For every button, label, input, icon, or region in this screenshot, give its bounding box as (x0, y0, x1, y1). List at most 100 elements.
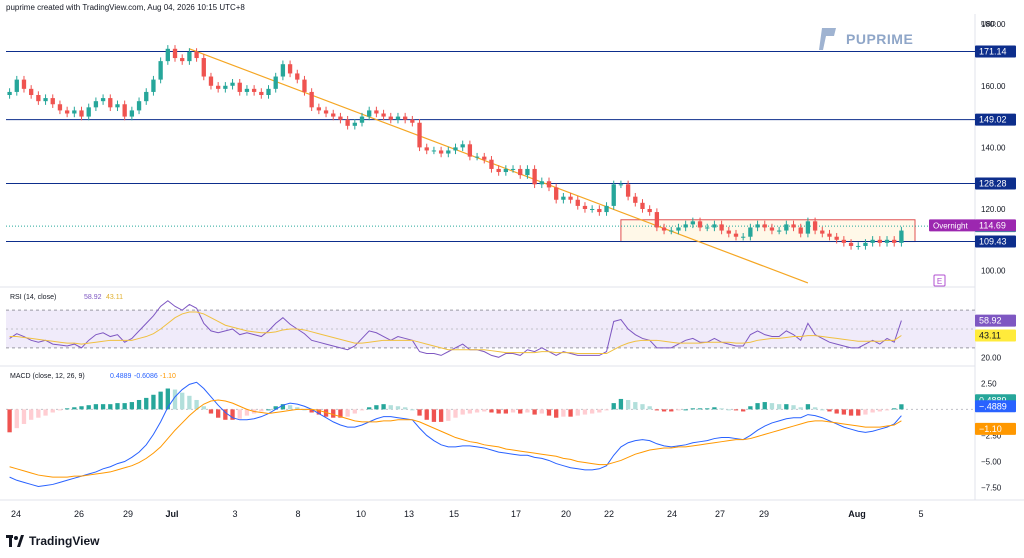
candle-body (388, 116, 393, 120)
macd-histogram-bar (359, 409, 365, 411)
candle (460, 140, 465, 152)
time-tick-label: 24 (667, 509, 677, 519)
candle (805, 217, 811, 238)
candle-body (331, 113, 336, 117)
candle (776, 226, 782, 235)
macd-histogram-bar (287, 405, 293, 410)
candle-body (122, 104, 127, 117)
candle (834, 233, 839, 244)
macd-tick-label: 2.50 (981, 379, 997, 388)
candle-body (503, 168, 509, 173)
earnings-event-label: E (937, 277, 942, 286)
candle-body (554, 187, 559, 200)
macd-histogram-bar (72, 407, 77, 410)
macd-histogram-bar (208, 409, 214, 414)
candle-body (776, 230, 782, 232)
macd-signal-line (9, 399, 902, 478)
candle (50, 94, 55, 108)
candle (597, 205, 602, 216)
macd-histogram-bar (697, 408, 703, 410)
candle (259, 88, 264, 99)
candle (402, 112, 408, 124)
candle-body (582, 205, 588, 209)
macd-histogram-bar (316, 409, 322, 415)
rsi-line (9, 300, 902, 358)
level-price-label-bg (975, 177, 1016, 190)
macd-signal-value-label-bg (975, 422, 1016, 435)
candle (216, 82, 221, 93)
candle (158, 57, 163, 84)
time-tick-label: Jul (165, 509, 178, 519)
candle-body (568, 196, 573, 200)
candle-body (640, 202, 645, 209)
macd-histogram-bar (776, 404, 782, 410)
rsi-ma-legend-value: 43.11 (106, 294, 123, 301)
candle (136, 97, 142, 115)
price-pane[interactable] (6, 45, 975, 284)
macd-value-label: −.4889 (975, 400, 1016, 413)
candle (201, 54, 206, 81)
candle-body (259, 91, 264, 96)
time-tick-label: 29 (123, 509, 133, 519)
earnings-event-marker[interactable] (933, 274, 946, 287)
macd-histogram-bar (863, 409, 868, 415)
macd-histogram-bar (187, 395, 192, 410)
macd-histogram-bar (79, 406, 84, 410)
candle-body (827, 233, 832, 237)
macd-value-label-text: −.4889 (979, 401, 1007, 411)
candle (323, 106, 329, 118)
macd-signal-value-label-text: −1.10 (979, 424, 1002, 434)
macd-histogram-bar (453, 409, 458, 418)
macd-hist-legend-value: -1.10 (160, 373, 176, 380)
candle (683, 220, 688, 232)
macd-histogram-bar (482, 409, 487, 412)
candle (367, 106, 372, 121)
candle (467, 140, 473, 161)
chart-canvas[interactable]: 180.00 160.00 140.00 120.00 100.00 171.14 149.… (0, 0, 1024, 530)
consolidation-zone (620, 219, 916, 243)
candle (647, 205, 652, 216)
candle (518, 165, 523, 179)
candle-body (884, 239, 890, 243)
rsi-tick-label: 20.00 (981, 353, 1002, 362)
overnight-badge-bg (929, 219, 976, 232)
macd-histogram-bar (431, 409, 437, 422)
rsi-pane[interactable] (6, 300, 975, 358)
candle-body (79, 110, 84, 117)
macd-histogram-bar (417, 409, 422, 416)
candle-body (345, 119, 350, 126)
price-tick-label: 160.00 (981, 82, 1006, 91)
macd-histogram-bar (791, 405, 796, 410)
candle (165, 45, 170, 65)
candle-body (100, 98, 106, 102)
level-price-label-bg (975, 45, 1016, 58)
candle (863, 239, 868, 250)
candle (705, 223, 710, 232)
time-tick-label: 29 (759, 509, 769, 519)
level-price-label: 128.28 (975, 177, 1016, 190)
candle-body (848, 242, 854, 246)
candle (611, 180, 616, 210)
candle-body (431, 150, 437, 152)
candle (654, 208, 660, 232)
time-tick-label: 27 (715, 509, 725, 519)
macd-histogram-bar (367, 407, 372, 410)
level-price-label-bg (975, 113, 1016, 126)
macd-pane[interactable] (6, 381, 975, 488)
macd-histogram-bar (848, 409, 854, 416)
candle-body (273, 76, 278, 89)
candle (712, 220, 717, 232)
candle-body (697, 221, 703, 228)
macd-histogram-bar (582, 409, 588, 415)
candle-body (165, 48, 170, 62)
macd-histogram-bar (762, 402, 767, 410)
candle-body (625, 184, 631, 197)
macd-histogram-bar (172, 389, 178, 410)
candle-body (877, 239, 882, 243)
candle-body (251, 88, 257, 92)
candle-body (194, 51, 199, 59)
macd-histogram-bar (216, 409, 221, 418)
candle-body (129, 110, 135, 117)
time-tick-label: 22 (604, 509, 614, 519)
macd-histogram-bar (726, 409, 731, 411)
